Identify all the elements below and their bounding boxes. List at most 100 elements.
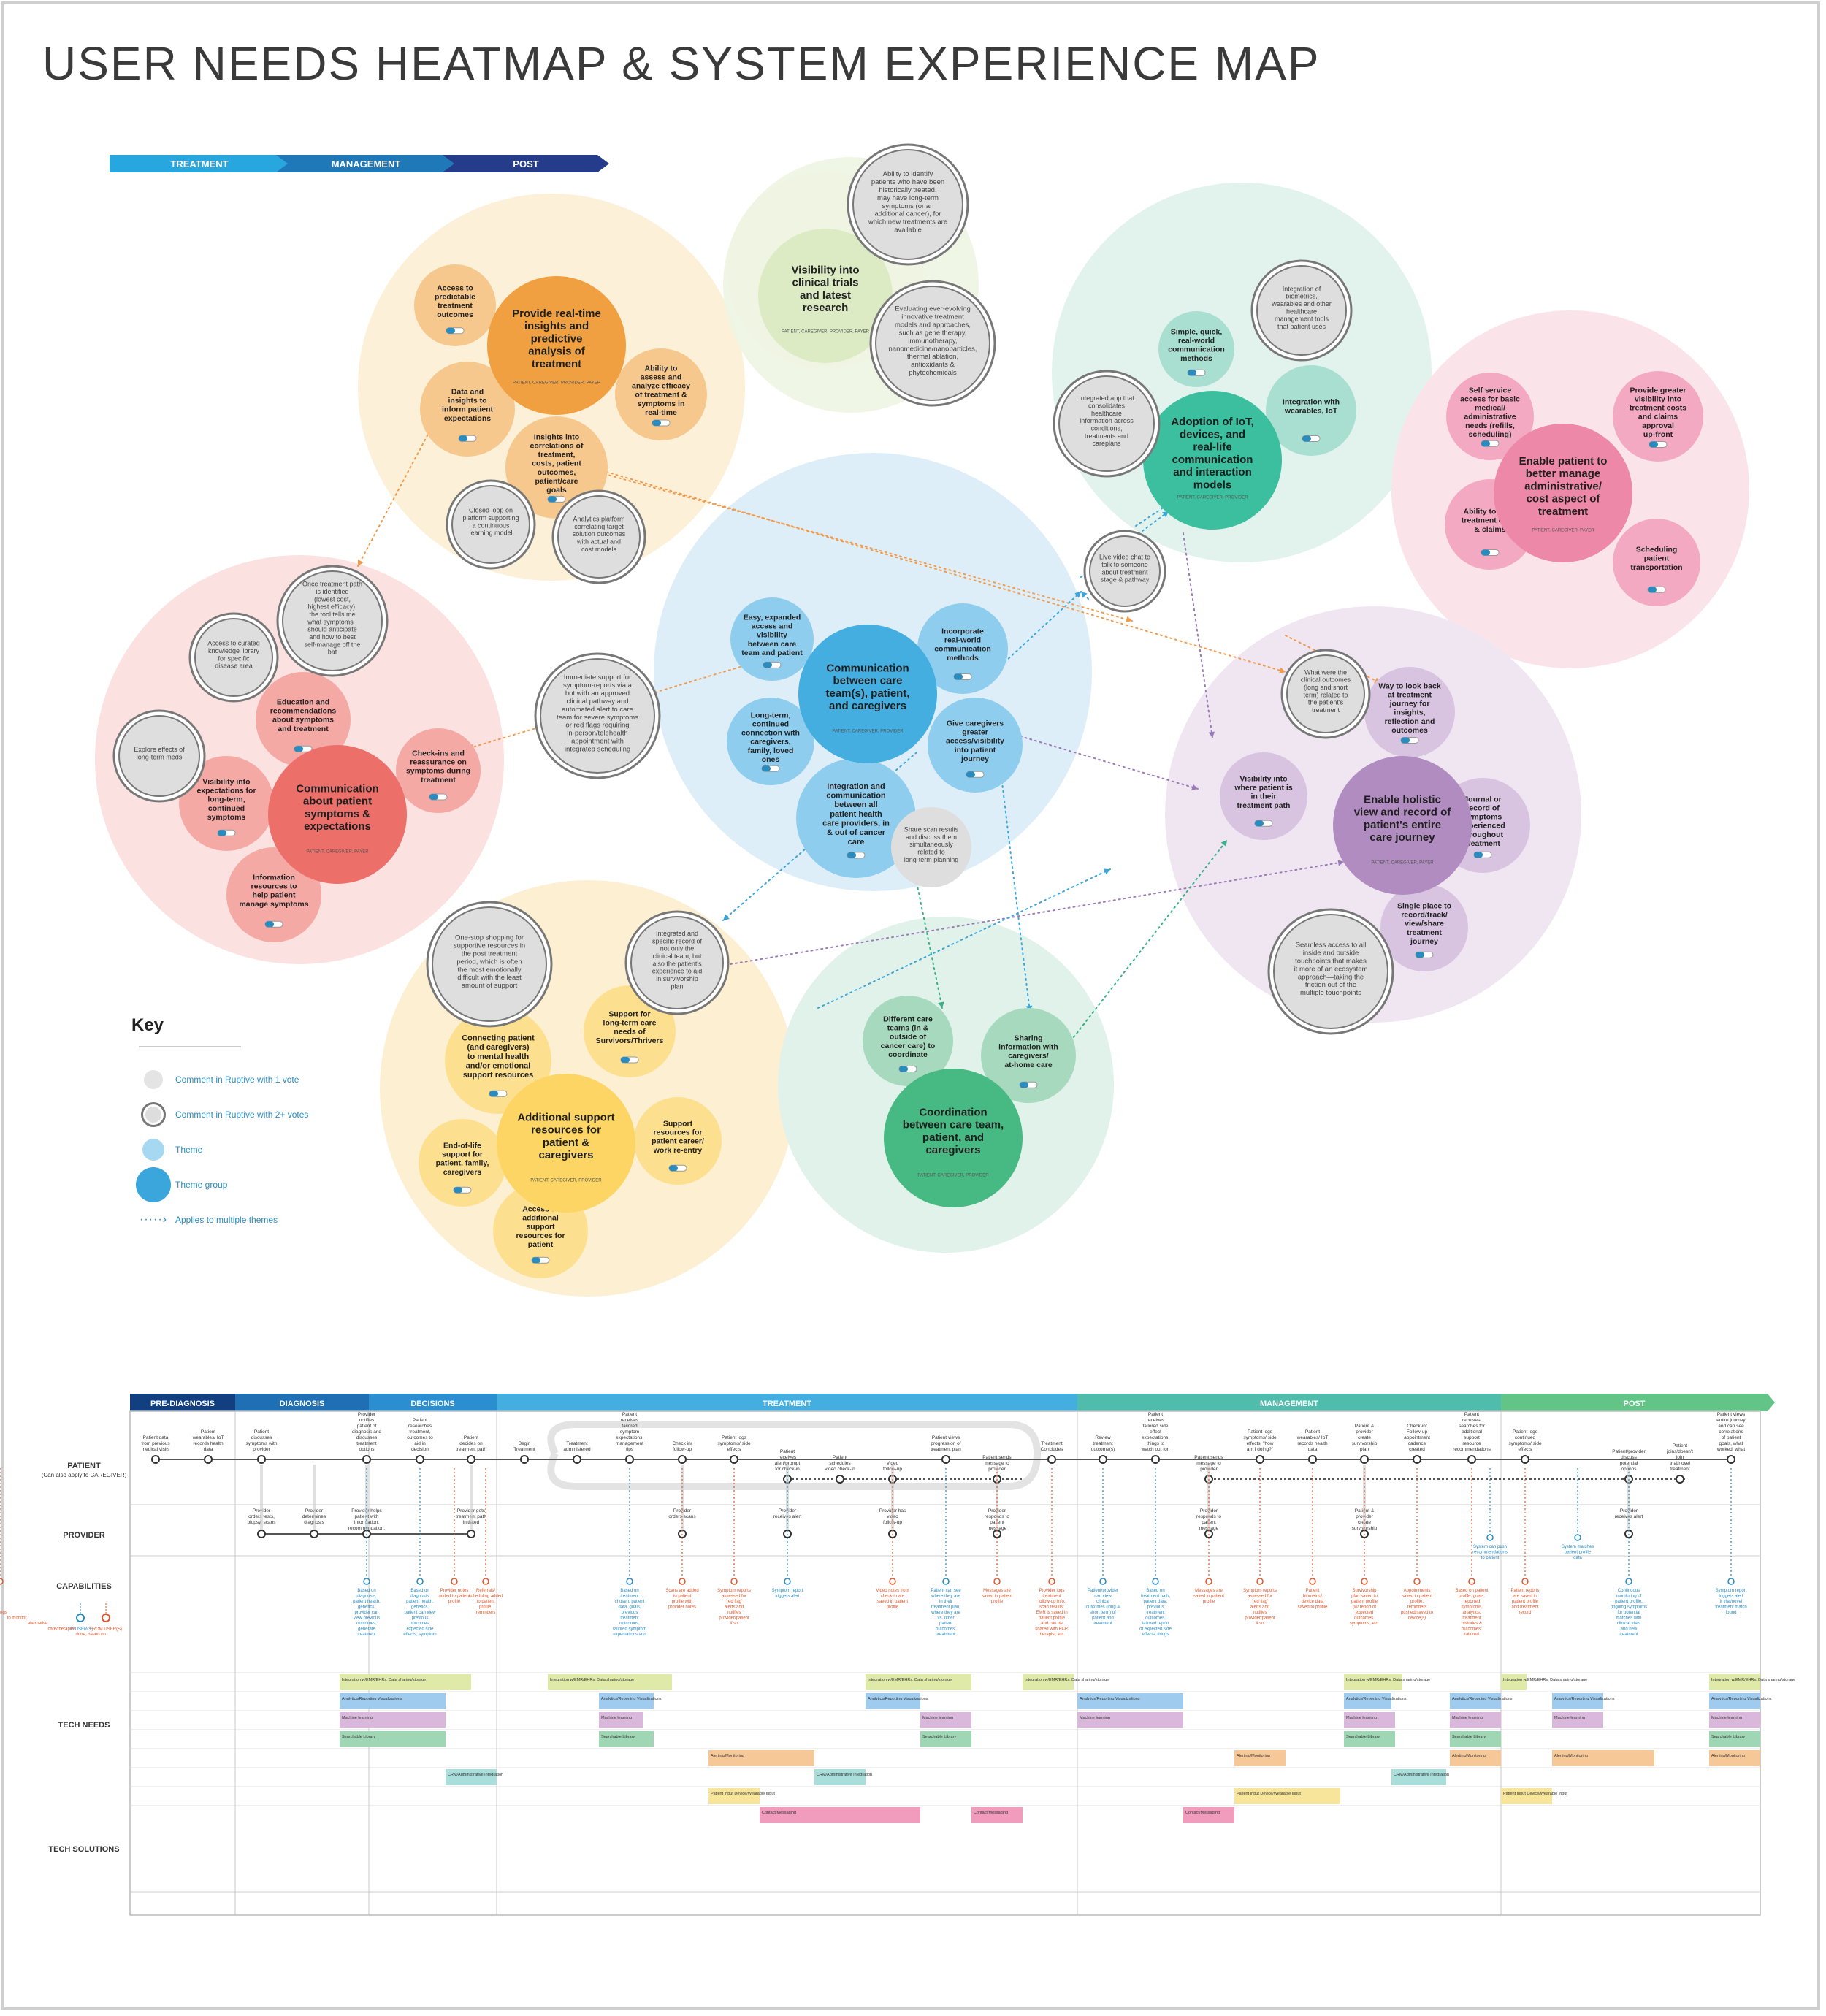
- capability-node: [1574, 1534, 1581, 1541]
- tech-need-label: Searchable Library: [1452, 1735, 1486, 1739]
- text-line: approach—taking the: [1298, 973, 1364, 981]
- text-line: and caregivers: [829, 700, 906, 712]
- capability-label: Based on diagnosis, patient health, genetic…: [403, 1589, 436, 1637]
- phase-label: MANAGEMENT: [332, 159, 401, 169]
- text-line: schedules: [829, 1461, 851, 1466]
- capability-node: [1205, 1578, 1212, 1585]
- tech-need-bar: [1709, 1712, 1760, 1728]
- patient-step-label: Check-in/Follow-up appointment cadence crea…: [1404, 1424, 1430, 1452]
- text-line: consolidates: [1088, 402, 1126, 409]
- text-line: if so: [1256, 1622, 1264, 1626]
- text-line: Additional support: [517, 1111, 614, 1123]
- text-line: team and patient: [741, 649, 803, 657]
- text-line: Insights into: [534, 432, 579, 441]
- capabilities: Based on diagnosis, patient health, genetic…: [0, 1468, 1747, 1637]
- theme-circle: [1143, 391, 1282, 530]
- journey-phase-label: TREATMENT: [763, 1400, 811, 1408]
- patient-step-label: Patient views progression of treatment pla…: [931, 1435, 961, 1452]
- text-line: plan: [1360, 1447, 1370, 1452]
- text-line: reminders: [1407, 1605, 1427, 1610]
- text-line: automated alert to care: [562, 706, 633, 714]
- text-line: treatment: [1093, 1441, 1113, 1446]
- theme-circle: [487, 276, 626, 415]
- tech-need-label: Machine learning: [1711, 1716, 1742, 1720]
- text-line: patient &: [543, 1137, 589, 1149]
- tech-need-label: Contact/Messaging: [1185, 1811, 1220, 1815]
- text-line: assessed for: [722, 1595, 746, 1599]
- text-line: treatment plan: [931, 1447, 961, 1452]
- text-line: reminders: [476, 1611, 496, 1615]
- legend-label: TO USER(S): [68, 1627, 93, 1632]
- capability-label: Appointments saved in patient profile; remi…: [1401, 1589, 1434, 1621]
- text-line: generate: [358, 1627, 375, 1632]
- text-line: access/visibility: [946, 737, 1004, 746]
- theme-circle: [497, 1074, 635, 1213]
- text-line: about patient: [303, 795, 372, 808]
- text-line: symptoms/ side: [1243, 1435, 1277, 1440]
- tech-need-bar: [599, 1731, 654, 1747]
- text-line: tailored side: [1142, 1424, 1168, 1429]
- text-line: models: [1193, 478, 1232, 491]
- vote-fill: [1401, 737, 1410, 744]
- dotted-arrow-icon: ·····›: [140, 1213, 167, 1226]
- tech-need-label: Alerting/Monitoring: [1554, 1754, 1588, 1758]
- text-line: provider can: [354, 1611, 378, 1615]
- text-line: Scans are added: [665, 1589, 698, 1593]
- text-line: view and record of: [1354, 806, 1452, 819]
- theme-circle: [884, 1069, 1023, 1207]
- tech-need-label: Contact/Messaging: [762, 1811, 796, 1815]
- phase-label: POST: [513, 159, 538, 169]
- vote-indicator: [429, 793, 448, 801]
- journey-phase-label: DECISIONS: [410, 1400, 455, 1408]
- text-line: correlations of: [530, 442, 584, 451]
- tech-need-bar: [1501, 1674, 1527, 1690]
- comment-bubble: Explore effects of long-term meds: [112, 709, 206, 803]
- vote-fill: [966, 771, 975, 778]
- subtheme-bubble: Self service access for basic medical/admi…: [1446, 373, 1534, 460]
- subtheme-bubble: Support resources for patient career/work …: [634, 1097, 722, 1185]
- text-line: and discuss them: [906, 833, 957, 841]
- subtheme-circle: [1380, 884, 1468, 971]
- text-line: symptoms &: [305, 808, 370, 820]
- text-line: Treatment: [566, 1441, 588, 1446]
- theme-label: Communication between care team(s), patien…: [825, 662, 909, 712]
- arrowhead: [1279, 667, 1286, 673]
- text-line: approval: [1642, 421, 1674, 430]
- text-line: treatment: [357, 1633, 376, 1637]
- vote-fill: [763, 662, 772, 668]
- text-line: long-term planning: [904, 856, 959, 863]
- text-line: alerts and: [725, 1605, 744, 1610]
- capability-label: Symptom reports assessed for'red flag' ale…: [717, 1589, 751, 1626]
- tech-need-label: Machine learning: [601, 1716, 632, 1720]
- text-line: throughout: [1462, 831, 1503, 839]
- subtheme-label: Integration with wearables, IoT: [1283, 398, 1340, 416]
- comment-circle: [1256, 265, 1347, 356]
- text-line: Check in/: [672, 1441, 692, 1446]
- text-line: profile: [887, 1605, 899, 1610]
- patient-step-node: [1413, 1455, 1421, 1464]
- text-line: wearables/ IoT: [192, 1435, 224, 1440]
- comment-text: Live video chat to talk to someone about t…: [1099, 554, 1150, 584]
- text-line: tips: [626, 1447, 634, 1452]
- key-item-applies: ·····› Applies to multiple themes: [131, 1204, 497, 1236]
- text-line: provider notes: [668, 1605, 696, 1610]
- text-line: patient can view: [404, 1611, 436, 1615]
- text-line: research: [803, 302, 849, 314]
- text-line: Journal or: [1464, 795, 1501, 803]
- connector-line: [591, 467, 1286, 673]
- text-line: where they are: [931, 1595, 960, 1599]
- text-line: family, loved: [748, 747, 794, 755]
- text-line: profile: [1203, 1600, 1215, 1604]
- patient-step-label: Patient decides on treatment path: [456, 1435, 486, 1452]
- vote-indicator: [1415, 951, 1434, 958]
- capability-label: Scans are added to patient profile with pro…: [665, 1589, 698, 1610]
- subtheme-label: Information resources to help patient manag…: [239, 874, 308, 909]
- text-line: treatment: [1619, 1633, 1638, 1637]
- theme-audience: PATIENT, CAREGIVER, PROVIDER, PAYER: [782, 330, 870, 335]
- vote-fill: [1481, 440, 1490, 447]
- text-line: Share scan results: [904, 825, 959, 833]
- text-line: patient health: [830, 810, 882, 819]
- vote-fill: [532, 1257, 540, 1264]
- vote-indicator: [847, 852, 866, 859]
- text-line: continued: [1515, 1435, 1536, 1440]
